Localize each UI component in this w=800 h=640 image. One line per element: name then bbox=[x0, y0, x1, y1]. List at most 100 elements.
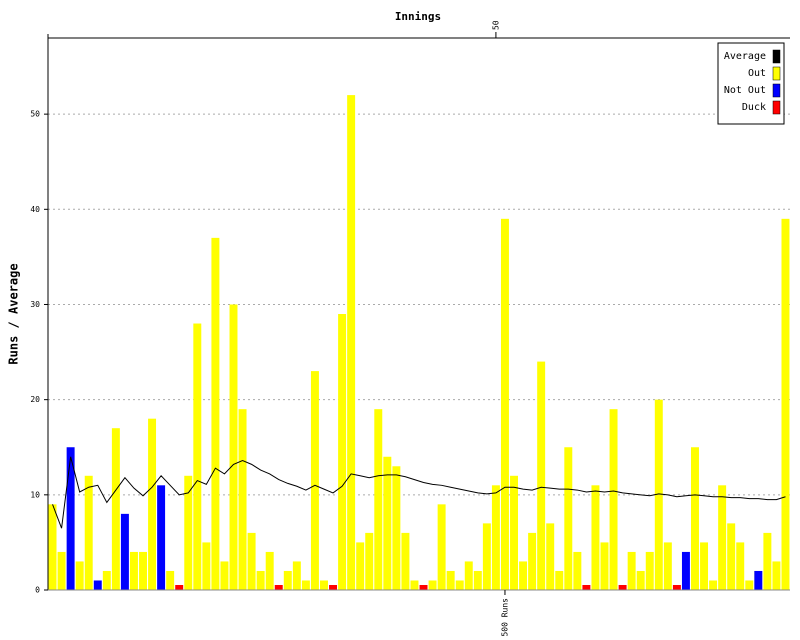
bar bbox=[93, 580, 102, 590]
bar bbox=[428, 580, 437, 590]
bar bbox=[546, 523, 555, 590]
bar bbox=[102, 570, 111, 590]
bar bbox=[763, 532, 772, 590]
y-axis-label: Runs / Average bbox=[7, 263, 21, 364]
bar bbox=[727, 523, 736, 590]
duck-bar bbox=[329, 585, 338, 590]
bar bbox=[265, 551, 274, 590]
bar bbox=[238, 409, 247, 590]
legend-label: Not Out bbox=[724, 85, 766, 96]
duck-bar bbox=[419, 585, 428, 590]
bar bbox=[464, 561, 473, 590]
annotation: 500 Runs bbox=[500, 598, 509, 637]
y-tick-label: 20 bbox=[30, 395, 40, 404]
bar bbox=[754, 570, 763, 590]
bar bbox=[700, 542, 709, 590]
bar bbox=[437, 504, 446, 590]
bar bbox=[627, 551, 636, 590]
bar bbox=[157, 485, 166, 590]
bar bbox=[555, 570, 564, 590]
bar bbox=[374, 409, 383, 590]
duck-bar bbox=[618, 585, 627, 590]
bar bbox=[292, 561, 301, 590]
legend-swatch bbox=[772, 49, 781, 64]
bar bbox=[256, 570, 265, 590]
bar bbox=[473, 570, 482, 590]
bar bbox=[301, 580, 310, 590]
bar bbox=[148, 418, 157, 590]
legend-swatch bbox=[772, 100, 781, 115]
bar bbox=[120, 513, 129, 590]
bar bbox=[482, 523, 491, 590]
bar bbox=[564, 447, 573, 590]
bar bbox=[591, 485, 600, 590]
legend-swatch bbox=[772, 83, 781, 98]
bar bbox=[320, 580, 328, 590]
bar bbox=[528, 532, 537, 590]
bar bbox=[446, 570, 455, 590]
legend: Average Out Not Out Duck bbox=[717, 42, 785, 125]
bar bbox=[356, 542, 365, 590]
bar bbox=[500, 218, 509, 591]
duck-bar bbox=[274, 585, 283, 590]
bar bbox=[781, 218, 790, 591]
bar bbox=[600, 542, 609, 590]
duck-bar bbox=[582, 585, 591, 590]
bar bbox=[645, 551, 654, 590]
bar bbox=[491, 485, 500, 590]
bar bbox=[129, 551, 138, 590]
chart-title: Innings bbox=[395, 10, 441, 23]
bar bbox=[283, 570, 292, 590]
legend-label: Out bbox=[748, 68, 766, 79]
bar bbox=[347, 95, 356, 590]
bar bbox=[537, 361, 546, 590]
legend-swatch bbox=[772, 66, 781, 81]
bar bbox=[220, 561, 229, 590]
bar bbox=[772, 561, 781, 590]
bar bbox=[510, 475, 518, 590]
y-tick-label: 30 bbox=[30, 300, 40, 309]
duck-bar bbox=[672, 585, 681, 590]
bar bbox=[139, 551, 147, 590]
average-line bbox=[52, 456, 786, 529]
bar bbox=[48, 504, 57, 590]
bar bbox=[736, 542, 745, 590]
legend-label: Duck bbox=[742, 102, 766, 113]
bar bbox=[111, 428, 120, 590]
bar bbox=[247, 532, 256, 590]
bar bbox=[654, 399, 663, 590]
bar bbox=[573, 551, 582, 590]
bar bbox=[57, 551, 66, 590]
bar bbox=[519, 561, 528, 590]
bar bbox=[718, 485, 727, 590]
bar bbox=[383, 456, 392, 590]
bar bbox=[455, 580, 464, 590]
y-tick-label: 10 bbox=[30, 490, 40, 499]
bar bbox=[636, 570, 645, 590]
y-tick-label: 40 bbox=[30, 205, 40, 214]
bar bbox=[709, 580, 718, 590]
bar bbox=[211, 237, 220, 591]
legend-label: Average bbox=[724, 51, 766, 62]
bar bbox=[193, 323, 202, 590]
bar bbox=[691, 447, 699, 590]
bar bbox=[401, 532, 410, 590]
bar bbox=[229, 304, 238, 590]
bar bbox=[663, 542, 672, 590]
bar bbox=[75, 561, 84, 590]
bar bbox=[410, 580, 419, 590]
bar bbox=[338, 314, 347, 590]
bar bbox=[166, 570, 175, 590]
bar bbox=[745, 580, 754, 590]
bar bbox=[84, 475, 93, 590]
bar bbox=[202, 542, 211, 590]
duck-bar bbox=[175, 585, 184, 590]
bar bbox=[66, 447, 75, 590]
y-tick-label: 0 bbox=[35, 586, 40, 595]
bar bbox=[681, 551, 690, 590]
bar bbox=[392, 466, 401, 590]
bar bbox=[609, 409, 618, 590]
y-tick-label: 50 bbox=[30, 110, 40, 119]
bar bbox=[365, 532, 374, 590]
